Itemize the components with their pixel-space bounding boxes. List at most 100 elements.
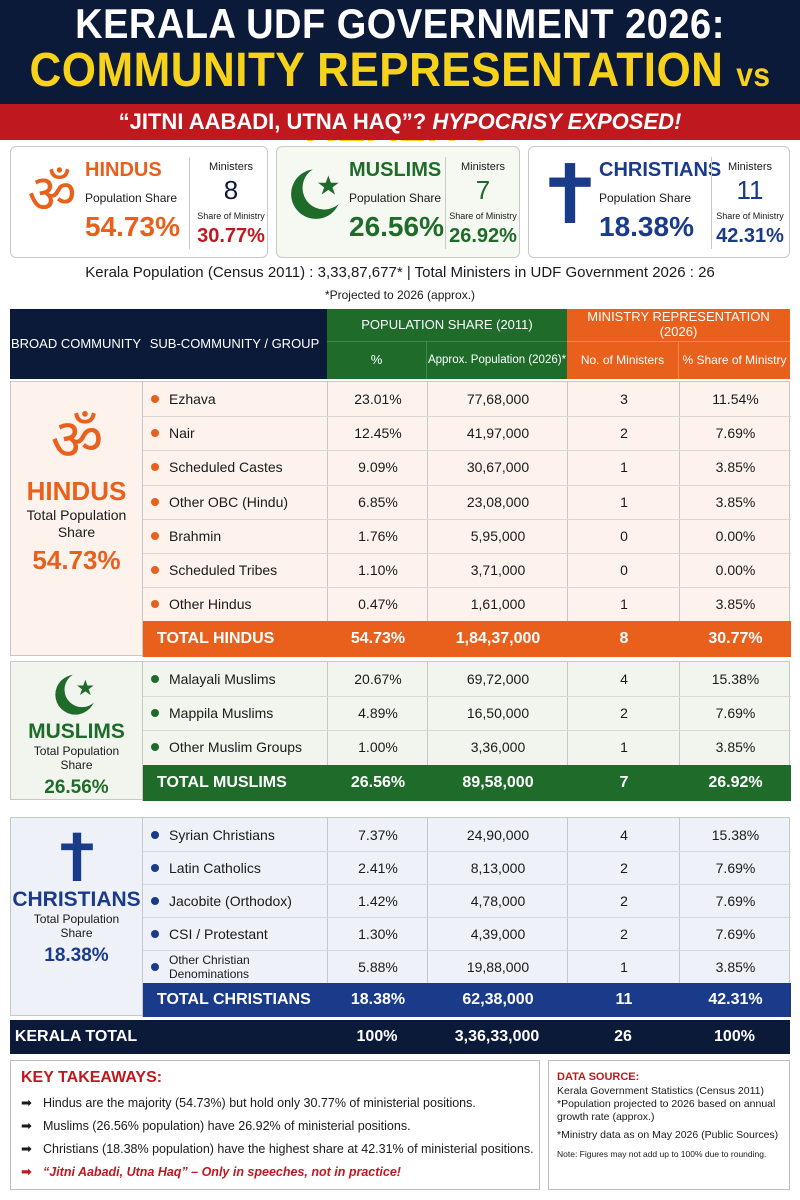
- sub-community-label: Other OBC (Hindu): [169, 493, 289, 510]
- ministry-share: 3.85%: [715, 596, 756, 613]
- sub-community-label: Scheduled Castes: [169, 459, 283, 476]
- population-percent: 12.45%: [354, 425, 402, 442]
- kerala-total-label: KERALA TOTAL: [14, 1028, 138, 1045]
- total-ministers: 7: [619, 773, 629, 791]
- bullet-icon: [151, 600, 159, 609]
- takeaway-item: ➡ Hindus are the majority (54.73%) but ho…: [21, 1095, 476, 1110]
- row-divider: [143, 851, 791, 852]
- sub-community-name: Brahmin: [151, 519, 329, 553]
- ministry-share: 15.38%: [711, 826, 760, 843]
- total-population: 1,84,37,000: [455, 630, 541, 648]
- total-percent: 54.73%: [350, 630, 406, 648]
- population-info: Kerala Population (Census 2011) : 3,33,8…: [85, 264, 715, 281]
- crescent-star-icon: [291, 166, 346, 219]
- table-row: Malayali Muslims 20.67% 69,72,000 4 15.38%: [143, 662, 791, 696]
- row-divider: [143, 553, 791, 554]
- table-row: Latin Catholics 2.41% 8,13,000 2 7.69%: [143, 851, 791, 884]
- projection-note: *Projected to 2026 (approx.): [324, 288, 476, 302]
- takeaway-item: ➡ Muslims (26.56% population) have 26.92%…: [21, 1118, 411, 1133]
- minister-count: 2: [620, 425, 628, 442]
- group-total-pct: 26.56%: [44, 776, 109, 798]
- row-divider: [143, 917, 791, 918]
- group-summary: ॐ HINDUS Total Population Share 54.73%: [11, 382, 143, 658]
- bullet-icon: [151, 896, 159, 905]
- approx-population: 24,90,000: [466, 826, 530, 843]
- column-divider: [427, 662, 428, 765]
- takeaway-item: ➡ Christians (18.38% population) have the…: [21, 1141, 534, 1156]
- card-ministers-value: 11: [736, 175, 764, 205]
- row-divider: [143, 884, 791, 885]
- card-ministers-value: 7: [475, 175, 491, 205]
- svg-text:ॐ: ॐ: [28, 163, 77, 223]
- total-label: TOTAL HINDUS: [157, 630, 275, 648]
- summary-card-muslims: MUSLIMS Population Share 26.56% Minister…: [276, 146, 520, 258]
- slogan-banner: “JITNI AABADI, UTNA HAQ”? HYPOCRISY EXPO…: [0, 104, 800, 140]
- header-sub-community: SUB-COMMUNITY / GROUP: [142, 309, 327, 379]
- minister-count: 1: [620, 493, 628, 510]
- total-row: TOTAL CHRISTIANS 18.38% 62,38,000 11 42.31%: [143, 983, 791, 1017]
- ministry-share: 7.69%: [715, 705, 756, 722]
- sub-community-name: Latin Catholics: [151, 851, 329, 884]
- sub-community-name: Nair: [151, 416, 329, 450]
- group-name: CHRISTIANS: [12, 888, 141, 911]
- arrow-right-icon: ➡: [21, 1164, 32, 1179]
- kerala-total-population: 3,36,33,000: [454, 1028, 540, 1045]
- group-total-pct: 18.38%: [44, 944, 109, 966]
- minister-count: 1: [620, 739, 628, 756]
- table-row: Ezhava 23.01% 77,68,000 3 11.54%: [143, 382, 791, 416]
- data-source-title: DATA SOURCE:: [557, 1071, 640, 1083]
- population-percent: 0.47%: [358, 596, 398, 613]
- row-divider: [143, 587, 791, 589]
- kerala-total-row: KERALA TOTAL 100% 3,36,33,000 26 100%: [10, 1020, 790, 1054]
- approx-population: 69,72,000: [466, 671, 530, 688]
- approx-population: 30,67,000: [466, 459, 530, 476]
- total-share: 30.77%: [708, 630, 763, 648]
- sub-community-name: Mappila Muslims: [151, 696, 329, 730]
- table-row: Scheduled Tribes 1.10% 3,71,000 0 0.00%: [143, 553, 791, 587]
- sub-community-name: Scheduled Castes: [151, 450, 329, 484]
- column-divider: [427, 818, 428, 983]
- ministry-share: 3.85%: [715, 459, 756, 476]
- ministry-share: 7.69%: [715, 925, 756, 942]
- table-group-hindus: ॐ HINDUS Total Population Share 54.73% Ezhav…: [10, 381, 791, 658]
- sub-community-name: Jacobite (Orthodox): [151, 884, 329, 917]
- population-percent: 1.00%: [358, 739, 398, 756]
- header-percent: %: [327, 341, 427, 379]
- card-divider: [189, 157, 190, 249]
- minister-count: 0: [620, 527, 628, 544]
- approx-population: 4,39,000: [470, 925, 526, 942]
- population-percent: 1.30%: [358, 925, 398, 942]
- approx-population: 1,61,000: [470, 596, 526, 613]
- column-divider: [327, 818, 328, 983]
- column-divider: [327, 662, 328, 765]
- card-share-value: 42.31%: [716, 225, 784, 247]
- minister-count: 3: [620, 391, 628, 408]
- takeaways-title: KEY TAKEAWAYS:: [21, 1069, 163, 1086]
- om-icon: ॐ: [50, 406, 103, 470]
- column-divider: [567, 818, 568, 983]
- total-percent: 26.56%: [350, 773, 406, 791]
- bullet-icon: [151, 531, 159, 540]
- group-total-label: Total Population Share: [33, 744, 120, 773]
- card-ministers-label: Ministers: [208, 161, 253, 173]
- key-takeaways: KEY TAKEAWAYS: ➡ Hindus are the majority …: [10, 1060, 540, 1190]
- total-share: 26.92%: [708, 773, 763, 791]
- om-icon: ॐ: [28, 163, 77, 223]
- data-source: DATA SOURCE: Kerala Government Statistic…: [548, 1060, 790, 1190]
- population-percent: 20.67%: [354, 671, 402, 688]
- approx-population: 5,95,000: [470, 527, 526, 544]
- ministry-share: 0.00%: [715, 527, 756, 544]
- column-divider: [679, 662, 680, 765]
- table-row: Mappila Muslims 4.89% 16,50,000 2 7.69%: [143, 696, 791, 730]
- sub-community-label: Syrian Christians: [169, 826, 275, 843]
- column-divider: [427, 382, 428, 622]
- group-name: HINDUS: [26, 476, 127, 506]
- row-divider: [143, 518, 791, 520]
- sub-community-label: Brahmin: [169, 527, 222, 544]
- table-row: Other Christian Denominations 5.88% 19,88,…: [143, 950, 791, 983]
- minister-count: 2: [620, 892, 628, 909]
- sub-community-label: Jacobite (Orthodox): [169, 892, 292, 909]
- population-percent: 6.85%: [358, 493, 398, 510]
- table-row: Other OBC (Hindu) 6.85% 23,08,000 1 3.85%: [143, 485, 791, 519]
- group-summary: CHRISTIANS Total Population Share 18.38%: [11, 818, 143, 1017]
